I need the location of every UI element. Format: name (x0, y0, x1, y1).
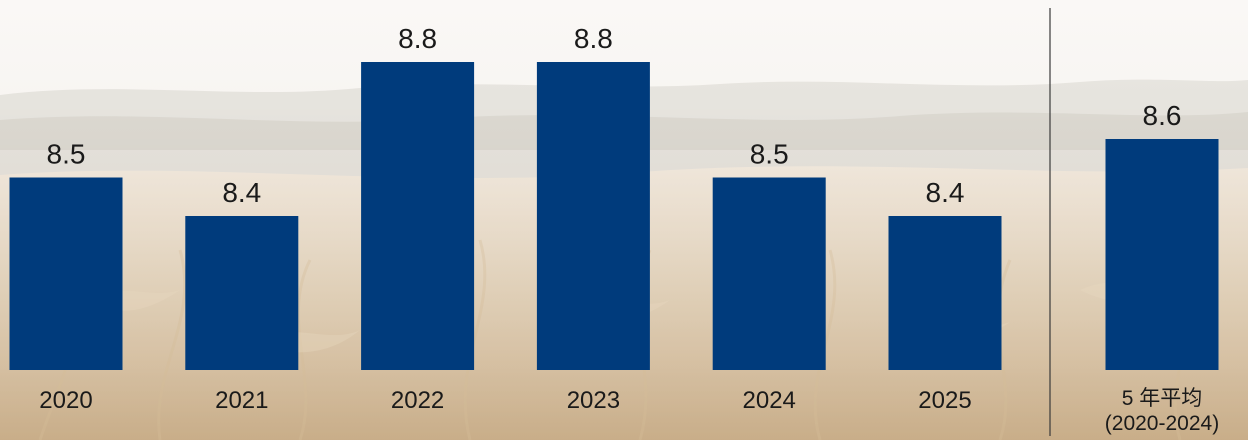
bar-2020 (10, 178, 123, 371)
x-tick-label-2025: 2025 (918, 387, 971, 414)
data-label-2024: 8.5 (750, 139, 789, 170)
bar-2025 (889, 216, 1002, 370)
bar-2023 (537, 62, 650, 370)
data-label-five-year-average: 8.6 (1143, 100, 1182, 131)
bar-five-year-average (1106, 139, 1219, 370)
data-label-2021: 8.4 (222, 177, 261, 208)
data-label-2023: 8.8 (574, 23, 613, 54)
x-tick-label-average-line1: 5 年平均 (1122, 387, 1203, 410)
data-label-2022: 8.8 (398, 23, 437, 54)
x-tick-label-2023: 2023 (567, 387, 620, 414)
x-tick-label-2024: 2024 (743, 387, 796, 414)
bar-2024 (713, 178, 826, 371)
x-tick-label-2021: 2021 (215, 387, 268, 414)
bar-2022 (361, 62, 474, 370)
x-tick-label-2020: 2020 (39, 387, 92, 414)
x-tick-label-average-line2: (2020-2024) (1105, 412, 1219, 435)
x-tick-label-2022: 2022 (391, 387, 444, 414)
data-label-2020: 8.5 (47, 139, 86, 170)
data-label-2025: 8.4 (926, 177, 965, 208)
bar-2021 (185, 216, 298, 370)
